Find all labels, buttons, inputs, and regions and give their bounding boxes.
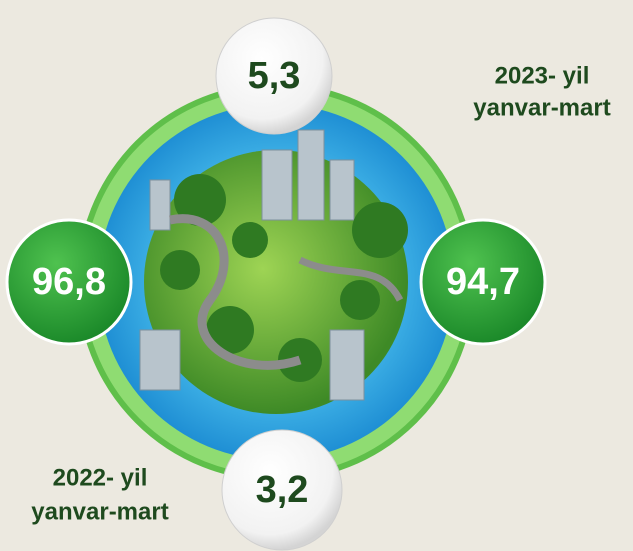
right-value-circle: 94,7 bbox=[419, 218, 547, 346]
top-label-line1: 2023- yil bbox=[495, 63, 590, 90]
bottom-value: 3,2 bbox=[256, 469, 309, 511]
right-value: 94,7 bbox=[446, 261, 520, 303]
left-value: 96,8 bbox=[32, 261, 106, 303]
top-value: 5,3 bbox=[248, 55, 301, 97]
bottom-label-line1: 2022- yil bbox=[53, 465, 148, 492]
left-value-circle: 96,8 bbox=[5, 218, 133, 346]
bottom-value-circle: 3,2 bbox=[221, 429, 343, 551]
top-value-circle: 5,3 bbox=[215, 17, 333, 135]
globe bbox=[77, 83, 475, 481]
bottom-label-line2: yanvar-mart bbox=[31, 499, 168, 526]
top-label-line2: yanvar-mart bbox=[473, 95, 610, 122]
